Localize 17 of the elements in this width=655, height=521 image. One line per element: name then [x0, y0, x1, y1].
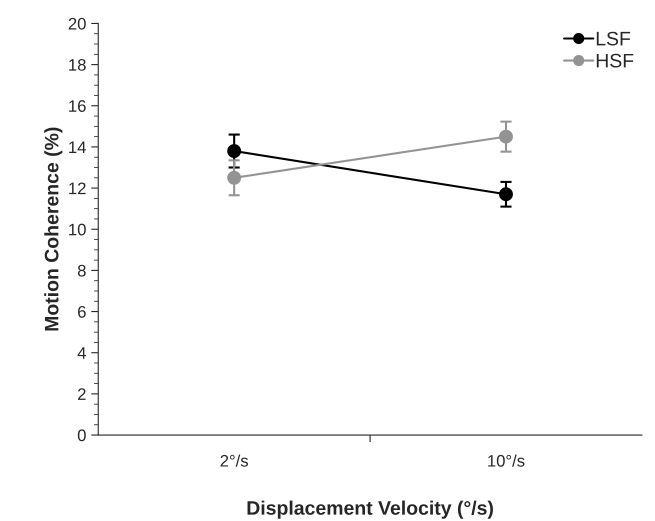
y-tick-label: 16 [69, 100, 86, 112]
y-tick-label: 12 [69, 182, 86, 194]
y-tick-label: 8 [78, 264, 86, 277]
x-axis-title: Displacement Velocity (°/s) [248, 500, 493, 519]
y-tick-label: 20 [68, 18, 86, 30]
y-tick-label: 0 [78, 429, 86, 442]
y-tick-label: 18 [69, 59, 86, 71]
y-tick-label: 14 [69, 141, 86, 153]
legend-label: LSF [596, 32, 630, 46]
y-tick-label: 6 [78, 306, 86, 318]
legend-label: HSF [596, 54, 634, 68]
y-axis-title: Motion Coherence (%) [44, 128, 62, 331]
x-tick-label: 10°/s [488, 454, 524, 467]
y-tick-label: 10 [69, 224, 86, 236]
y-tick-label: 4 [78, 347, 86, 359]
x-tick-label: 2°/s [220, 454, 248, 467]
y-tick-label: 2 [78, 388, 86, 400]
